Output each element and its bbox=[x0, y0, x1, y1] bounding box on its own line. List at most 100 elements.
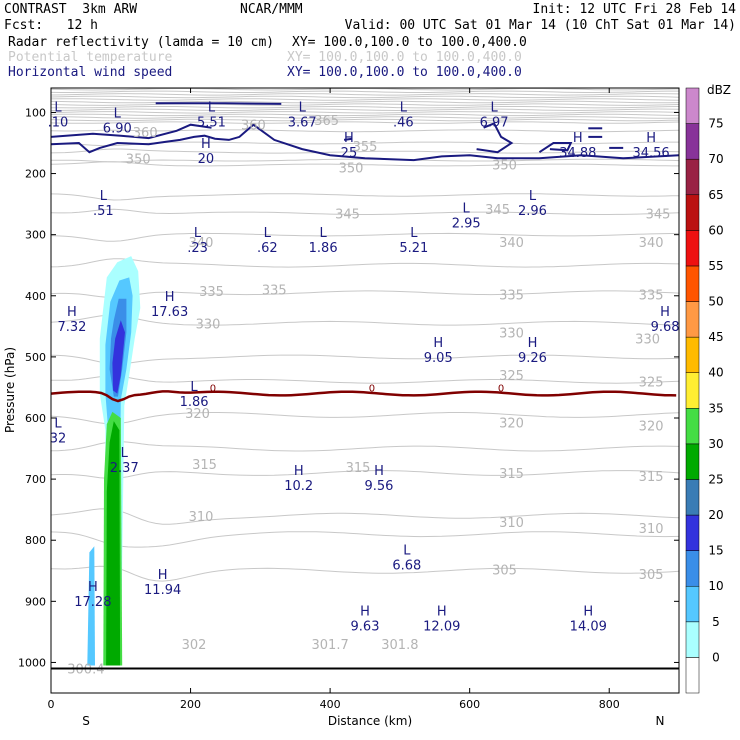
contour-labels: 360 360 365 350 355 350 350 345 345 345 340 340 340 3… bbox=[48, 101, 680, 678]
theta-line-upper bbox=[51, 116, 679, 119]
theta-line-upper bbox=[51, 103, 679, 106]
theta-label: 301.7 bbox=[312, 638, 349, 653]
field-xy-wind: XY= 100.0,100.0 to 100.0,400.0 bbox=[287, 65, 522, 80]
colorbar-label: 15 bbox=[708, 544, 723, 558]
wind-extremum-value: 20 bbox=[198, 152, 215, 167]
wind-extremum-value: 5.21 bbox=[399, 241, 428, 256]
y-tick-label: 500 bbox=[25, 351, 46, 364]
theta-label: 330 bbox=[635, 333, 660, 348]
wind-contour bbox=[51, 123, 212, 140]
wind-extremum-value: 12.09 bbox=[423, 620, 460, 635]
y-tick-label: 700 bbox=[25, 473, 46, 486]
colorbar-label: 40 bbox=[708, 366, 723, 380]
theta-line-upper bbox=[51, 121, 679, 124]
plot-frame bbox=[50, 87, 680, 694]
zero-line bbox=[51, 390, 677, 403]
wind-extremum-type: L bbox=[100, 189, 108, 204]
zero-contour-label: 0 bbox=[369, 384, 375, 395]
wind-extremum-type: L bbox=[190, 380, 198, 395]
theta-line bbox=[51, 375, 679, 384]
wind-extremum-type: H bbox=[294, 464, 304, 479]
theta-label: 302 bbox=[182, 638, 207, 653]
wind-extremum-type: H bbox=[573, 131, 583, 146]
x-tick-label: 200 bbox=[180, 698, 201, 711]
theta-label: 345 bbox=[646, 207, 671, 222]
center-name: NCAR/MMM bbox=[240, 2, 303, 17]
wind-extremum-type: L bbox=[264, 226, 272, 241]
field-name-theta: Potential temperature bbox=[8, 50, 173, 65]
wind-extremum-type: H bbox=[528, 336, 538, 351]
wind-extremum-value: 10.2 bbox=[284, 479, 313, 494]
theta-label: 365 bbox=[314, 114, 339, 129]
theta-label: 315 bbox=[346, 461, 371, 476]
reflectivity-fill bbox=[87, 256, 141, 666]
theta-line bbox=[51, 161, 679, 167]
colorbar-label: 20 bbox=[708, 508, 723, 522]
theta-line bbox=[51, 412, 679, 425]
wind-extremum-type: L bbox=[410, 226, 418, 241]
theta-label: 355 bbox=[353, 140, 378, 155]
colorbar-swatch bbox=[685, 230, 700, 267]
theta-label: 325 bbox=[499, 369, 524, 384]
colorbar-swatch bbox=[685, 265, 700, 302]
theta-line bbox=[51, 232, 679, 242]
theta-line bbox=[51, 565, 679, 582]
theta-line-upper bbox=[51, 108, 679, 112]
theta-line bbox=[51, 470, 679, 479]
theta-line bbox=[51, 531, 679, 548]
wind-extremum-value: 9.26 bbox=[518, 351, 547, 366]
y-tick-label: 100 bbox=[25, 106, 46, 119]
colorbar-label: 60 bbox=[708, 223, 723, 237]
theta-line-upper bbox=[51, 88, 679, 91]
colorbar-label: 55 bbox=[708, 259, 723, 273]
zero-contour-label: 0 bbox=[498, 384, 504, 395]
wind-extremum-type: H bbox=[374, 464, 384, 479]
theta-line-upper bbox=[51, 111, 679, 114]
colorbar: 0 5 10 15 20 25 30 35 40 45 50 55 60 65 70 75 dBZ bbox=[685, 83, 731, 694]
wind-extremum-value: 32 bbox=[50, 431, 67, 446]
wind-extremum-value: 25 bbox=[341, 146, 358, 161]
wind-extremum-type: L bbox=[403, 544, 411, 559]
colorbar-swatch bbox=[685, 158, 700, 196]
theta-label: 350 bbox=[492, 158, 517, 173]
wind-extremum-value: 2.37 bbox=[110, 461, 139, 476]
theta-label: 315 bbox=[639, 470, 664, 485]
theta-label: 340 bbox=[499, 236, 524, 251]
wind-extremum-value: 11.94 bbox=[144, 583, 181, 598]
wind-extremum-type: H bbox=[201, 137, 211, 152]
y-tick-label: 400 bbox=[25, 290, 46, 303]
wind-extremum-value: 34.88 bbox=[559, 146, 596, 161]
reflectivity-cell bbox=[112, 320, 125, 394]
theta-label: 360 bbox=[133, 126, 158, 141]
wind-contour bbox=[538, 142, 573, 154]
wind-extremum-type: L bbox=[299, 101, 307, 116]
wind-extremum-value: 2.96 bbox=[518, 204, 547, 219]
colorbar-swatch bbox=[685, 479, 700, 516]
wind-extremum-type: L bbox=[400, 101, 408, 116]
theta-label: 345 bbox=[485, 203, 510, 218]
theta-label: 315 bbox=[192, 458, 217, 473]
theta-label: 320 bbox=[185, 407, 210, 422]
init-time: Init: 12 UTC Fri 28 Feb 14 bbox=[532, 2, 737, 17]
wind-extremum-value: 6.90 bbox=[103, 122, 132, 137]
theta-label: 301.8 bbox=[381, 638, 418, 653]
wind-extremum-type: L bbox=[490, 101, 498, 116]
colorbar-label: 70 bbox=[708, 152, 723, 166]
theta-label: 305 bbox=[639, 568, 664, 583]
theta-line bbox=[51, 208, 679, 215]
colorbar-swatch bbox=[685, 443, 700, 480]
colorbar-label: 0 bbox=[712, 650, 720, 664]
wind-contour bbox=[476, 122, 514, 154]
x-axis-title: Distance (km) bbox=[328, 714, 412, 728]
wind-extremum-type: H bbox=[158, 568, 168, 583]
wind-extremum-type: H bbox=[67, 305, 77, 320]
field-name-reflectivity: Radar reflectivity (lamda = 10 cm) bbox=[8, 35, 275, 50]
colorbar-label: 30 bbox=[708, 437, 723, 451]
theta-line-upper bbox=[51, 118, 679, 122]
y-tick-label: 800 bbox=[25, 534, 46, 547]
theta-label: 350 bbox=[126, 152, 151, 167]
wind-extremum-value: 9.68 bbox=[651, 320, 680, 335]
colorbar-label: 50 bbox=[708, 295, 723, 309]
